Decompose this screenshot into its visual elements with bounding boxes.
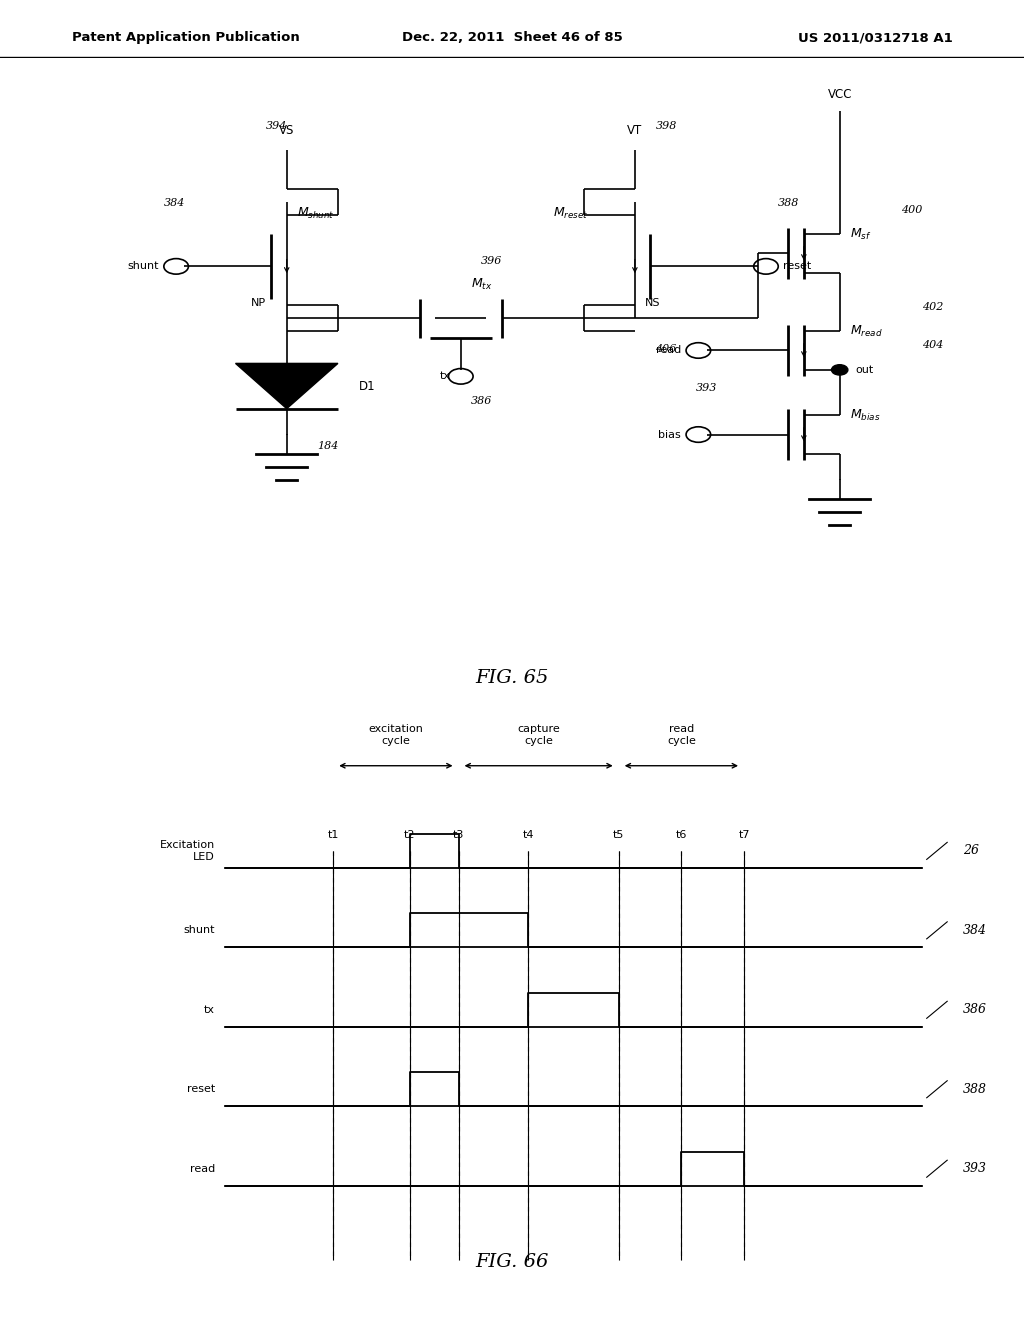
Text: read
cycle: read cycle (667, 725, 695, 746)
Text: FIG. 65: FIG. 65 (475, 669, 549, 686)
Text: shunt: shunt (183, 925, 215, 936)
Text: 406: 406 (655, 345, 677, 354)
Text: t4: t4 (522, 829, 534, 840)
Text: VCC: VCC (827, 88, 852, 102)
Text: t3: t3 (453, 829, 464, 840)
Text: t2: t2 (404, 829, 416, 840)
Text: tx: tx (204, 1005, 215, 1015)
Text: tx: tx (439, 371, 451, 381)
Text: Excitation
LED: Excitation LED (160, 840, 215, 862)
Text: shunt: shunt (127, 261, 159, 272)
Polygon shape (236, 363, 338, 409)
Text: D1: D1 (358, 380, 375, 392)
Text: $M_{read}$: $M_{read}$ (850, 323, 883, 339)
Text: Dec. 22, 2011  Sheet 46 of 85: Dec. 22, 2011 Sheet 46 of 85 (401, 32, 623, 45)
Text: read: read (655, 346, 681, 355)
Text: US 2011/0312718 A1: US 2011/0312718 A1 (798, 32, 952, 45)
Text: 394: 394 (266, 120, 288, 131)
Text: t1: t1 (328, 829, 339, 840)
Text: t6: t6 (676, 829, 687, 840)
Text: 388: 388 (778, 198, 800, 209)
Text: capture
cycle: capture cycle (517, 725, 560, 746)
Text: 396: 396 (481, 256, 503, 267)
Text: 386: 386 (963, 1003, 986, 1016)
Text: $M_{shunt}$: $M_{shunt}$ (297, 206, 335, 220)
Text: 388: 388 (963, 1082, 986, 1096)
Text: NP: NP (251, 298, 266, 309)
Text: read: read (189, 1164, 215, 1173)
Text: reset: reset (186, 1084, 215, 1094)
Text: excitation
cycle: excitation cycle (369, 725, 423, 746)
Text: 26: 26 (963, 845, 979, 858)
Text: $M_{reset}$: $M_{reset}$ (553, 206, 589, 220)
Text: 384: 384 (164, 198, 185, 209)
Text: 404: 404 (922, 341, 943, 350)
Text: FIG. 66: FIG. 66 (475, 1253, 549, 1271)
Text: bias: bias (658, 429, 681, 440)
Text: Patent Application Publication: Patent Application Publication (72, 32, 299, 45)
Text: 400: 400 (901, 205, 923, 215)
Text: 393: 393 (963, 1162, 986, 1175)
Text: 402: 402 (922, 302, 943, 312)
Text: reset: reset (783, 261, 812, 272)
Text: 184: 184 (317, 441, 339, 451)
Text: NS: NS (645, 298, 660, 309)
Text: $M_{tx}$: $M_{tx}$ (471, 277, 493, 292)
Text: out: out (855, 364, 873, 375)
Text: t5: t5 (613, 829, 625, 840)
Circle shape (831, 364, 848, 375)
Text: 386: 386 (471, 396, 493, 405)
Text: t7: t7 (738, 829, 750, 840)
Text: 398: 398 (655, 120, 677, 131)
Text: $M_{bias}$: $M_{bias}$ (850, 408, 881, 422)
Text: 393: 393 (696, 383, 717, 393)
Text: VT: VT (628, 124, 642, 137)
Text: $M_{sf}$: $M_{sf}$ (850, 227, 871, 242)
Text: VS: VS (279, 124, 295, 137)
Text: 384: 384 (963, 924, 986, 937)
